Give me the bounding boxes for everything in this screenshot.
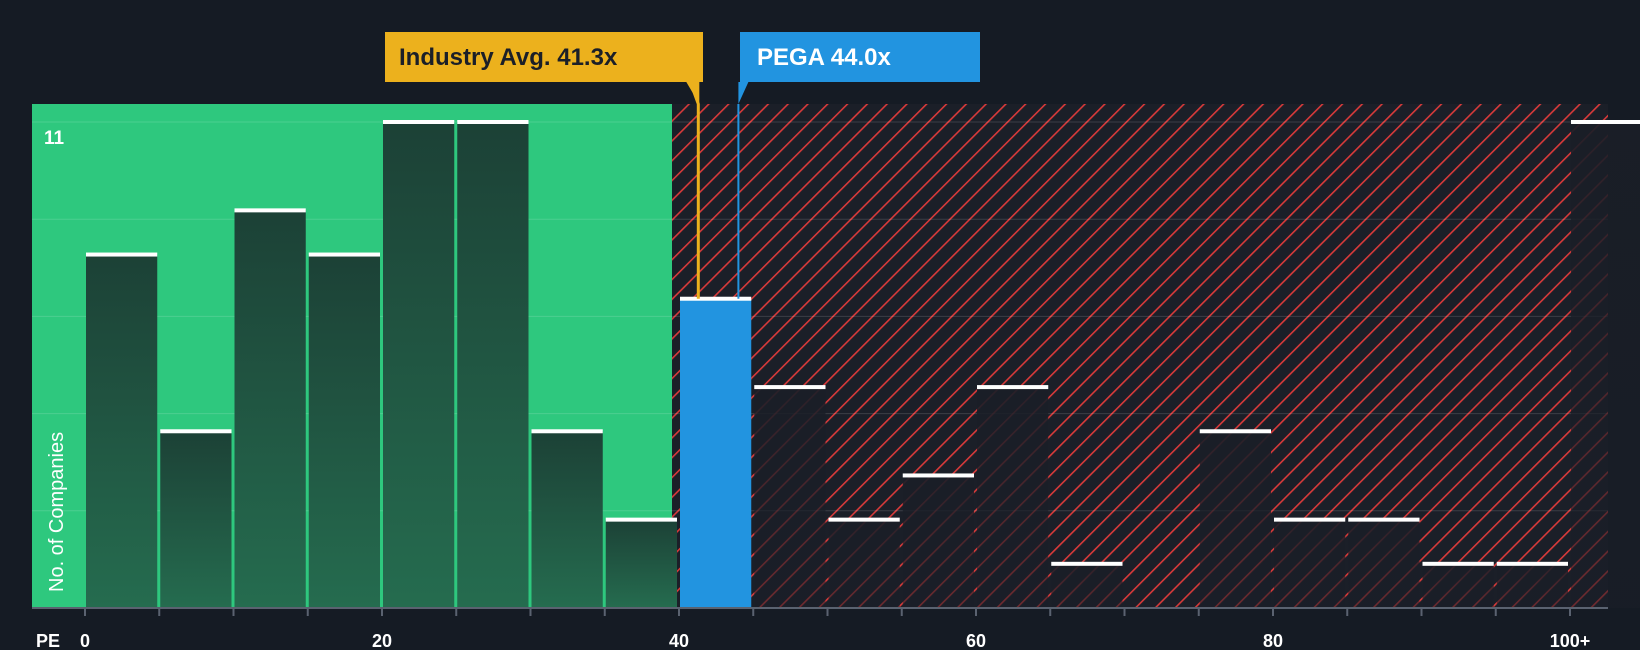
histogram-bar xyxy=(902,475,974,608)
histogram-bar xyxy=(383,122,455,608)
bars xyxy=(86,120,1640,608)
histogram-bar-cap xyxy=(531,429,603,434)
histogram-bar-cap xyxy=(977,385,1049,390)
histogram-bar xyxy=(680,298,752,608)
x-tick-label: 60 xyxy=(966,631,986,650)
histogram-bar xyxy=(1348,519,1420,608)
histogram-bar-cap xyxy=(457,120,529,124)
y-axis-label: No. of Companies xyxy=(46,432,68,592)
histogram-bar-cap xyxy=(828,517,900,522)
histogram-bar xyxy=(754,387,826,608)
industry-avg-callout-arrow xyxy=(686,82,700,104)
histogram-bar-cap xyxy=(1051,561,1123,566)
histogram-bar xyxy=(1274,519,1346,608)
x-tick-label: 100+ xyxy=(1550,631,1591,650)
company-pe-label: PEGA 44.0x xyxy=(757,44,892,71)
histogram-bar-cap xyxy=(1496,561,1568,566)
histogram-bar-cap xyxy=(234,208,306,213)
histogram-bar xyxy=(1571,122,1640,608)
callouts: Industry Avg. 41.3x PEGA 44.0x xyxy=(385,32,980,299)
histogram-bar-cap xyxy=(1422,561,1494,566)
histogram-bar xyxy=(1422,563,1494,608)
industry-avg-callout xyxy=(385,32,703,82)
x-tick-label: 40 xyxy=(669,631,689,650)
y-max-label: 11 xyxy=(44,128,65,149)
histogram-bar-cap xyxy=(1571,120,1640,124)
histogram-bar-cap xyxy=(308,252,380,257)
histogram-bar xyxy=(86,254,158,608)
histogram-bar xyxy=(605,519,677,608)
x-tick-label: 0 xyxy=(80,631,90,650)
company-pe-callout xyxy=(740,32,980,82)
histogram-bar xyxy=(1199,431,1271,608)
industry-avg-label: Industry Avg. 41.3x xyxy=(399,44,618,71)
histogram-bar xyxy=(1051,563,1123,608)
histogram-bar xyxy=(234,210,306,608)
histogram-bar xyxy=(308,254,380,608)
x-axis-label: PE xyxy=(36,631,60,650)
histogram-bar xyxy=(160,431,232,608)
histogram-bar xyxy=(1496,563,1568,608)
histogram-bar-cap xyxy=(902,473,974,478)
histogram-bar-cap xyxy=(383,120,455,124)
histogram-bar-cap xyxy=(605,517,677,522)
histogram-bar-cap xyxy=(754,385,826,390)
histogram-bar xyxy=(977,387,1049,608)
x-tick-label: 20 xyxy=(372,631,392,650)
histogram-bar-cap xyxy=(680,296,752,301)
histogram-bar xyxy=(457,122,529,608)
company-pe-callout-arrow xyxy=(738,82,749,104)
overvalued-zone xyxy=(672,104,1608,608)
histogram-bar xyxy=(531,431,603,608)
histogram-bar-cap xyxy=(86,252,158,257)
histogram-bar-cap xyxy=(1348,517,1420,522)
histogram-bar-cap xyxy=(1199,429,1271,434)
histogram-bar xyxy=(828,519,900,608)
histogram-bar-cap xyxy=(1274,517,1346,522)
x-tick-label: 80 xyxy=(1263,631,1283,650)
histogram-bar-cap xyxy=(160,429,232,434)
x-axis-ticks: 0 20 40 60 80 100+ xyxy=(80,608,1590,650)
